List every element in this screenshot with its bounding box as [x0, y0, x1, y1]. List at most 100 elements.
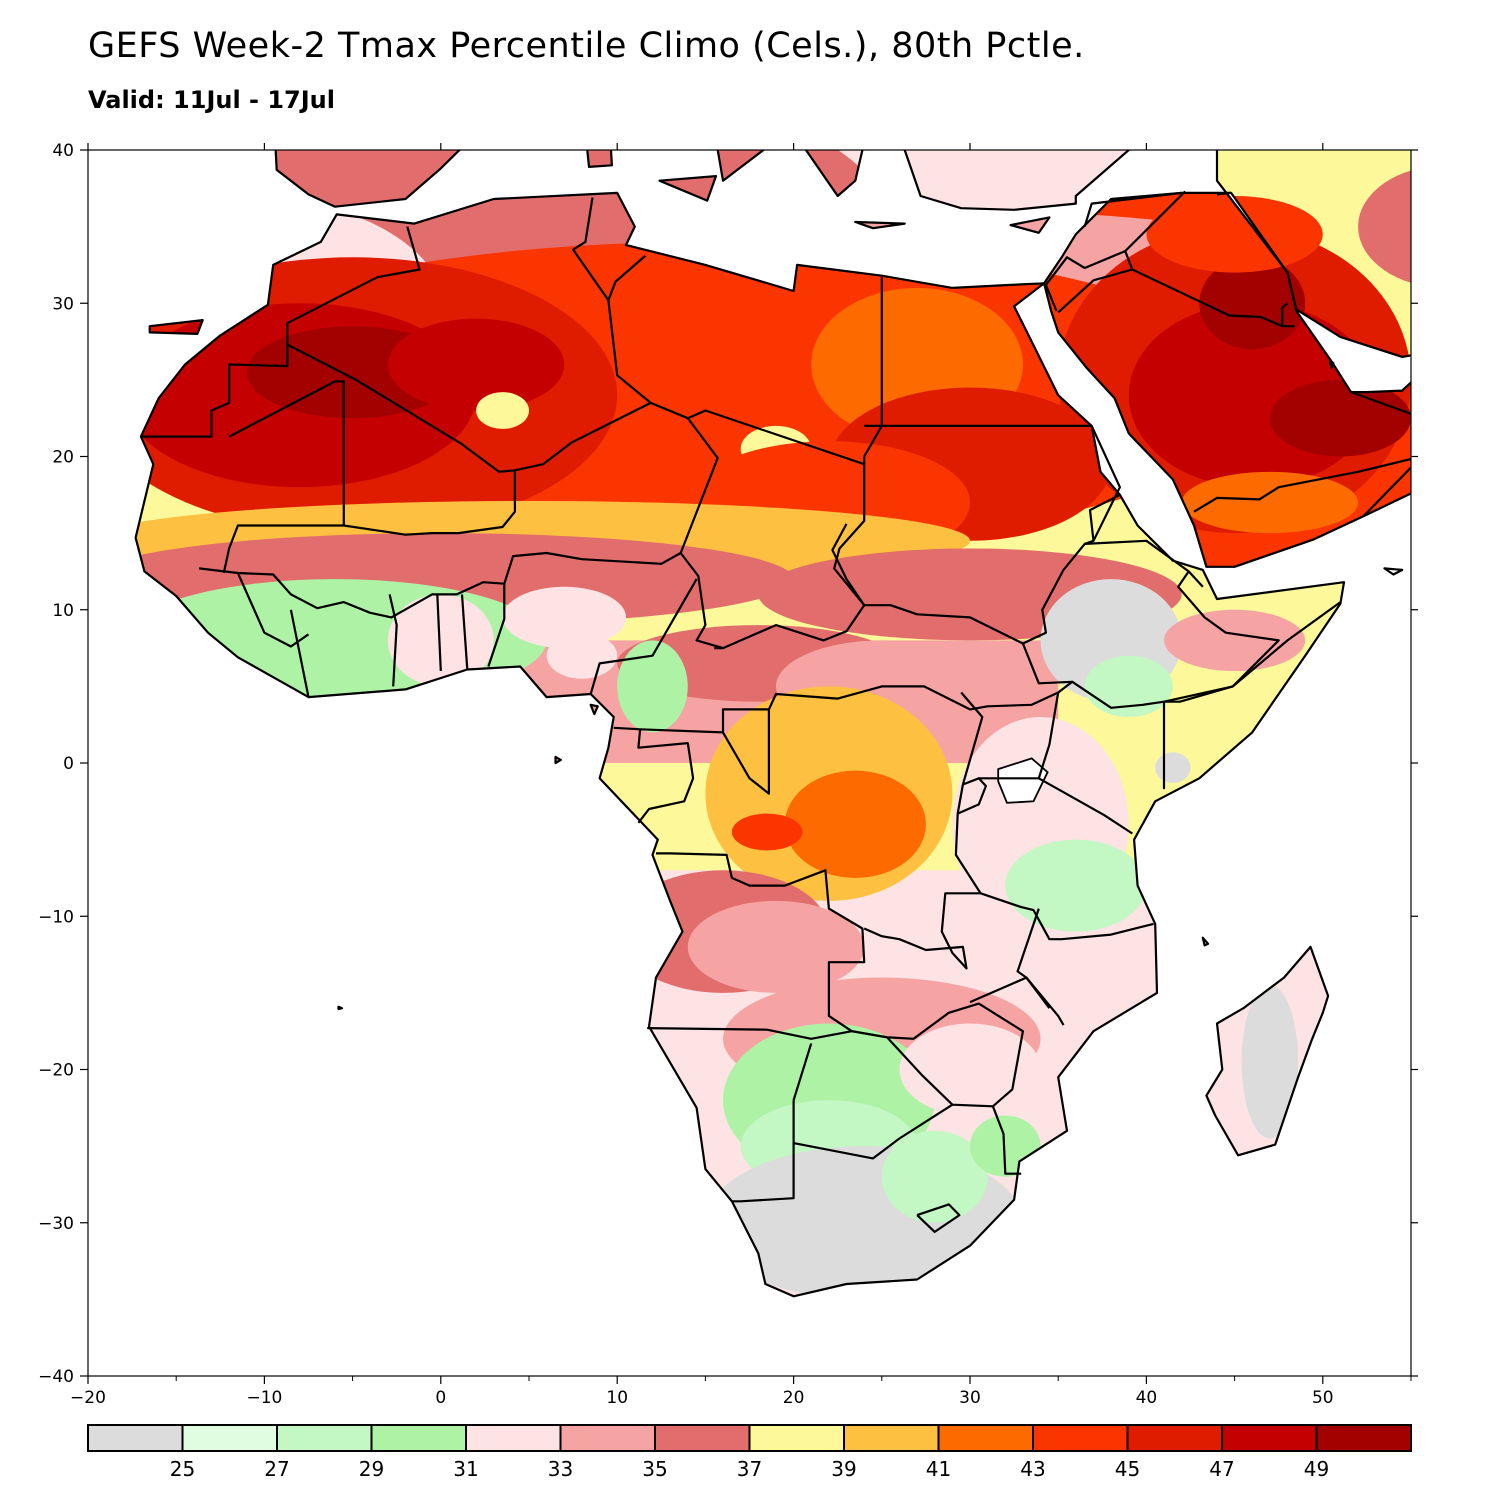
coastline: [1328, 360, 1335, 369]
x-tick-label: −10: [246, 1388, 282, 1408]
country-border: [1083, 191, 1182, 227]
colorbar-label: 49: [1304, 1457, 1329, 1481]
y-tick-label: 30: [52, 294, 74, 314]
country-border: [1216, 191, 1232, 196]
colorbar-swatch: [1126, 1424, 1223, 1452]
colorbar-swatch: [370, 1424, 467, 1452]
field-blob: [1084, 655, 1173, 718]
country-border: [487, 583, 506, 667]
colorbar-swatch: [843, 1424, 940, 1452]
country-border: [460, 594, 469, 670]
y-tick-label: −30: [38, 1214, 74, 1234]
country-border: [388, 594, 398, 687]
field-blob: [687, 900, 865, 993]
field-blob: [1199, 257, 1306, 350]
coastline: [1205, 945, 1330, 1157]
colorbar-swatch: [465, 1424, 562, 1452]
colorbar-swatch: [1221, 1424, 1318, 1452]
country-border: [140, 338, 289, 438]
field-blob: [1411, 257, 1500, 349]
coastline: [1009, 216, 1051, 234]
y-tick-label: −40: [38, 1367, 74, 1387]
x-tick-label: 40: [1136, 1388, 1158, 1408]
colorbar-label: 41: [926, 1457, 951, 1481]
colorbar-label: 27: [264, 1457, 289, 1481]
country-border: [722, 709, 770, 795]
country-border: [1037, 692, 1060, 779]
x-tick-label: 30: [959, 1388, 981, 1408]
colorbar-swatch: [87, 1424, 184, 1452]
country-border: [1131, 268, 1295, 328]
coastline: [134, 191, 1346, 1298]
colorbar-label: 29: [359, 1457, 384, 1481]
colorbar-label: 47: [1209, 1457, 1234, 1481]
field-blob: [502, 586, 627, 649]
field-blob: [1358, 165, 1411, 288]
coastline: [586, 150, 613, 168]
x-tick-label: 0: [435, 1388, 446, 1408]
field-blob: [899, 1023, 1041, 1116]
country-border: [222, 343, 516, 574]
country-border: [647, 1002, 1024, 1108]
coastline: [1452, 1070, 1461, 1078]
country-border: [731, 1100, 795, 1203]
field-blob: [1269, 379, 1411, 457]
field-blob: [731, 813, 803, 851]
colorbar-swatch: [1315, 1424, 1412, 1452]
country-border: [637, 729, 695, 824]
colorbar-label: 37: [737, 1457, 762, 1481]
country-border: [1362, 465, 1411, 518]
x-tick-label: 50: [1312, 1388, 1334, 1408]
country-border: [1281, 302, 1289, 327]
coastline: [1415, 1083, 1426, 1091]
colorbar-label: 31: [453, 1457, 478, 1481]
colorbar-swatch: [276, 1424, 373, 1452]
country-border: [679, 417, 719, 554]
coastline: [1215, 150, 1411, 358]
colorbar-label: 25: [170, 1457, 195, 1481]
field-blob: [881, 1130, 988, 1223]
colorbar-swatch: [181, 1424, 278, 1452]
country-border: [863, 691, 984, 970]
coastline: [854, 220, 906, 230]
colorbar-swatch: [559, 1424, 656, 1452]
country-border: [607, 254, 647, 301]
country-border: [1124, 190, 1186, 252]
coastline: [337, 1005, 344, 1011]
y-tick-label: 10: [52, 601, 74, 621]
country-border: [656, 852, 888, 1039]
country-border: [1044, 250, 1134, 314]
country-border: [957, 777, 987, 815]
colorbar-label: 35: [642, 1457, 667, 1481]
colorbar-label: 43: [1020, 1457, 1045, 1481]
coastline: [589, 703, 599, 716]
x-axis: −20 −10 0 10 20 30 40 50: [70, 143, 1412, 1408]
coastline: [274, 150, 1131, 211]
colorbar: 25 27 29 31 33 35 37 39 41 43 45 47 49: [87, 1424, 1412, 1481]
colorbar-label: 33: [548, 1457, 573, 1481]
x-tick-label: 20: [783, 1388, 805, 1408]
field-blob: [1181, 471, 1359, 534]
coastline: [1383, 567, 1404, 576]
country-border: [228, 380, 345, 526]
country-border: [1088, 493, 1121, 541]
map-subtitle: Valid: 11Jul - 17Jul: [88, 86, 335, 114]
country-border: [613, 601, 1342, 734]
country-border: [1021, 425, 1121, 685]
colorbar-swatch: [937, 1424, 1034, 1452]
coastline: [148, 319, 204, 335]
coastline: [1043, 191, 1411, 568]
y-tick-label: 40: [52, 141, 74, 161]
field-blob: [546, 632, 618, 679]
country-border: [198, 551, 724, 650]
colorbar-swatch: [1032, 1424, 1129, 1452]
country-border: [980, 892, 1154, 941]
europe-base-fill: [273, 150, 1164, 210]
country-border: [650, 401, 866, 650]
madagascar-interior: [1241, 985, 1299, 1139]
country-border: [792, 1043, 813, 1101]
field-blob: [1146, 195, 1323, 273]
coastlines-and-borders: [134, 150, 1461, 1298]
country-border: [1193, 391, 1411, 513]
field-blob: [1005, 839, 1147, 932]
